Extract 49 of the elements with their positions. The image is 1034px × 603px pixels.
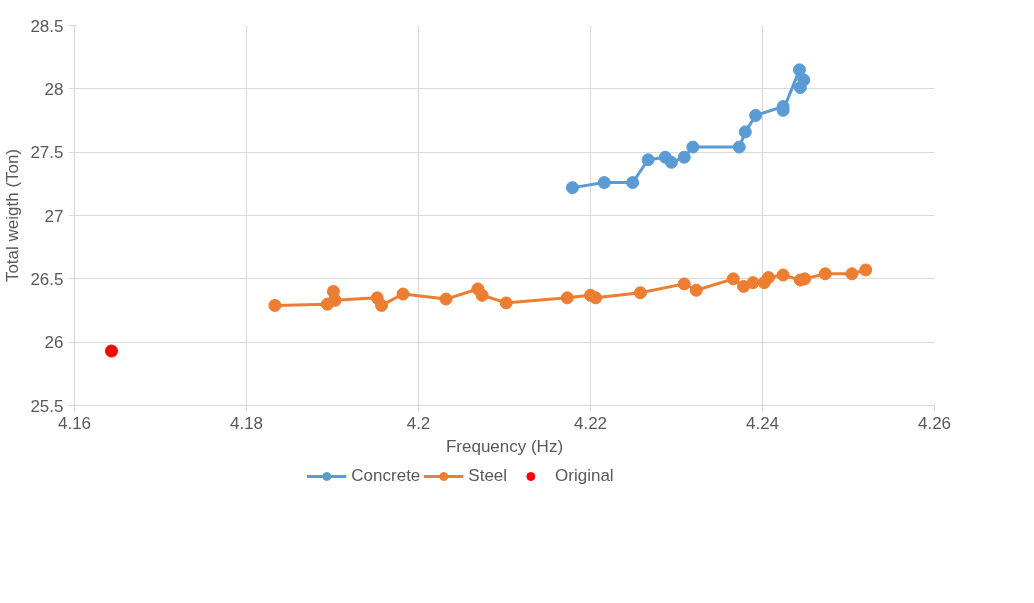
point — [689, 283, 703, 297]
y-tick-label: 26 — [44, 333, 64, 353]
y-tick-label: 25.5 — [30, 396, 64, 416]
y-tick-label: 28.5 — [30, 16, 64, 36]
point — [845, 267, 859, 281]
point — [641, 153, 655, 167]
x-axis-title: Frequency (Hz) — [445, 436, 564, 456]
point — [677, 150, 691, 164]
point — [677, 277, 691, 291]
legend-label: Steel — [468, 466, 508, 486]
point — [375, 298, 389, 312]
point — [597, 176, 611, 190]
x-tick-label: 4.22 — [573, 413, 608, 433]
x-tick-label: 4.26 — [917, 413, 952, 433]
point — [859, 263, 873, 277]
point — [396, 287, 410, 301]
point — [738, 125, 752, 139]
point — [104, 344, 118, 358]
point — [776, 268, 790, 282]
y-tick-label: 28 — [44, 79, 64, 99]
point — [762, 271, 776, 285]
point — [565, 181, 579, 195]
point — [633, 286, 647, 300]
y-tick-label: 27.5 — [30, 143, 64, 163]
point — [749, 108, 763, 122]
y-tick-label: 26.5 — [30, 269, 64, 289]
legend-label: Original — [555, 466, 614, 486]
point — [499, 296, 513, 310]
x-tick-label: 4.16 — [57, 413, 92, 433]
point — [793, 81, 807, 95]
point — [626, 176, 640, 190]
x-tick-label: 4.2 — [406, 413, 431, 433]
point — [475, 288, 489, 302]
x-tick-label: 4.24 — [745, 413, 780, 433]
point — [268, 298, 282, 312]
point — [560, 291, 574, 305]
y-axis-title: Total weigth (Ton) — [3, 148, 23, 283]
point — [792, 63, 806, 77]
y-tick-label: 27 — [44, 206, 64, 226]
point — [732, 140, 746, 154]
point — [746, 276, 760, 290]
point — [664, 155, 678, 169]
point — [686, 140, 700, 154]
x-tick-label: 4.18 — [229, 413, 264, 433]
legend-label: Concrete — [351, 466, 421, 486]
point — [589, 291, 603, 305]
point — [726, 272, 740, 286]
point — [439, 292, 453, 306]
point — [818, 267, 832, 281]
